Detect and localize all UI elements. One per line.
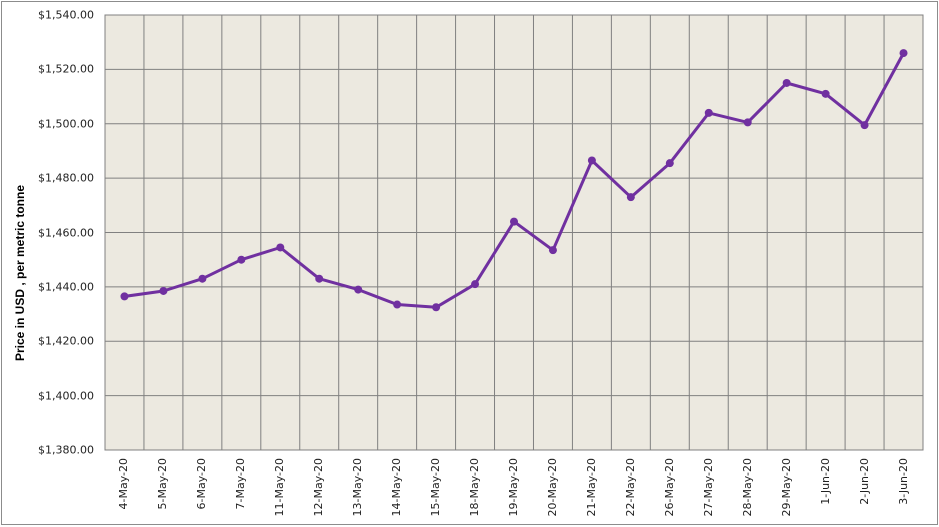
data-point bbox=[510, 217, 518, 226]
y-tick-label: $1,540.00 bbox=[38, 8, 94, 22]
x-tick-label: 3-Jun-20 bbox=[896, 458, 910, 505]
y-tick-label: $1,440.00 bbox=[38, 280, 94, 294]
y-tick-label: $1,420.00 bbox=[38, 334, 94, 348]
x-tick-label: 7-May-20 bbox=[234, 458, 248, 510]
data-point bbox=[432, 303, 441, 312]
data-point bbox=[665, 159, 674, 168]
data-point bbox=[315, 274, 324, 283]
data-point bbox=[237, 255, 246, 264]
data-point bbox=[393, 300, 402, 309]
x-tick-label: 20-May-20 bbox=[545, 458, 559, 517]
x-tick-label: 11-May-20 bbox=[273, 458, 287, 517]
x-tick-label: 19-May-20 bbox=[507, 458, 520, 517]
x-tick-label: 22-May-20 bbox=[623, 458, 637, 517]
x-tick-label: 2-Jun-20 bbox=[857, 458, 871, 505]
y-tick-label: $1,380.00 bbox=[38, 443, 94, 457]
y-tick-label: $1,400.00 bbox=[38, 389, 94, 403]
data-point bbox=[276, 243, 285, 252]
x-tick-label: 1-Jun-20 bbox=[818, 458, 832, 505]
y-tick-label: $1,520.00 bbox=[38, 62, 94, 76]
data-point-markers bbox=[120, 49, 908, 312]
x-tick-label: 26-May-20 bbox=[662, 458, 676, 517]
data-point bbox=[860, 121, 869, 130]
y-tick-label: $1,500.00 bbox=[38, 117, 94, 131]
x-tick-label: 29-May-20 bbox=[779, 458, 793, 517]
data-point bbox=[743, 118, 752, 127]
x-tick-label: 6-May-20 bbox=[195, 458, 209, 510]
x-tick-label: 15-May-20 bbox=[429, 458, 443, 517]
data-point bbox=[198, 274, 207, 283]
x-tick-label: 5-May-20 bbox=[156, 458, 170, 510]
data-point bbox=[782, 78, 791, 87]
data-point bbox=[821, 89, 830, 98]
x-tick-label: 14-May-20 bbox=[390, 458, 404, 517]
gridlines bbox=[105, 15, 923, 450]
data-point bbox=[899, 49, 908, 58]
data-point bbox=[471, 280, 480, 289]
data-point bbox=[587, 156, 596, 165]
data-point bbox=[704, 108, 713, 117]
x-tick-label: 21-May-20 bbox=[584, 458, 598, 517]
x-tick-label: 18-May-20 bbox=[468, 458, 482, 517]
data-point bbox=[548, 246, 557, 255]
x-tick-label: 27-May-20 bbox=[701, 458, 715, 517]
x-tick-label: 12-May-20 bbox=[312, 458, 326, 517]
x-tick-label: 13-May-20 bbox=[351, 458, 365, 517]
data-point bbox=[120, 292, 129, 301]
x-tick-label: 4-May-20 bbox=[117, 458, 131, 510]
y-tick-label: $1,460.00 bbox=[38, 226, 94, 239]
y-axis-title: Price in USD , per metric tonne bbox=[13, 184, 27, 362]
x-tick-label: 28-May-20 bbox=[740, 458, 754, 517]
data-point bbox=[626, 193, 635, 202]
data-point bbox=[159, 286, 168, 295]
y-tick-label: $1,480.00 bbox=[38, 171, 94, 185]
data-point bbox=[354, 285, 363, 294]
